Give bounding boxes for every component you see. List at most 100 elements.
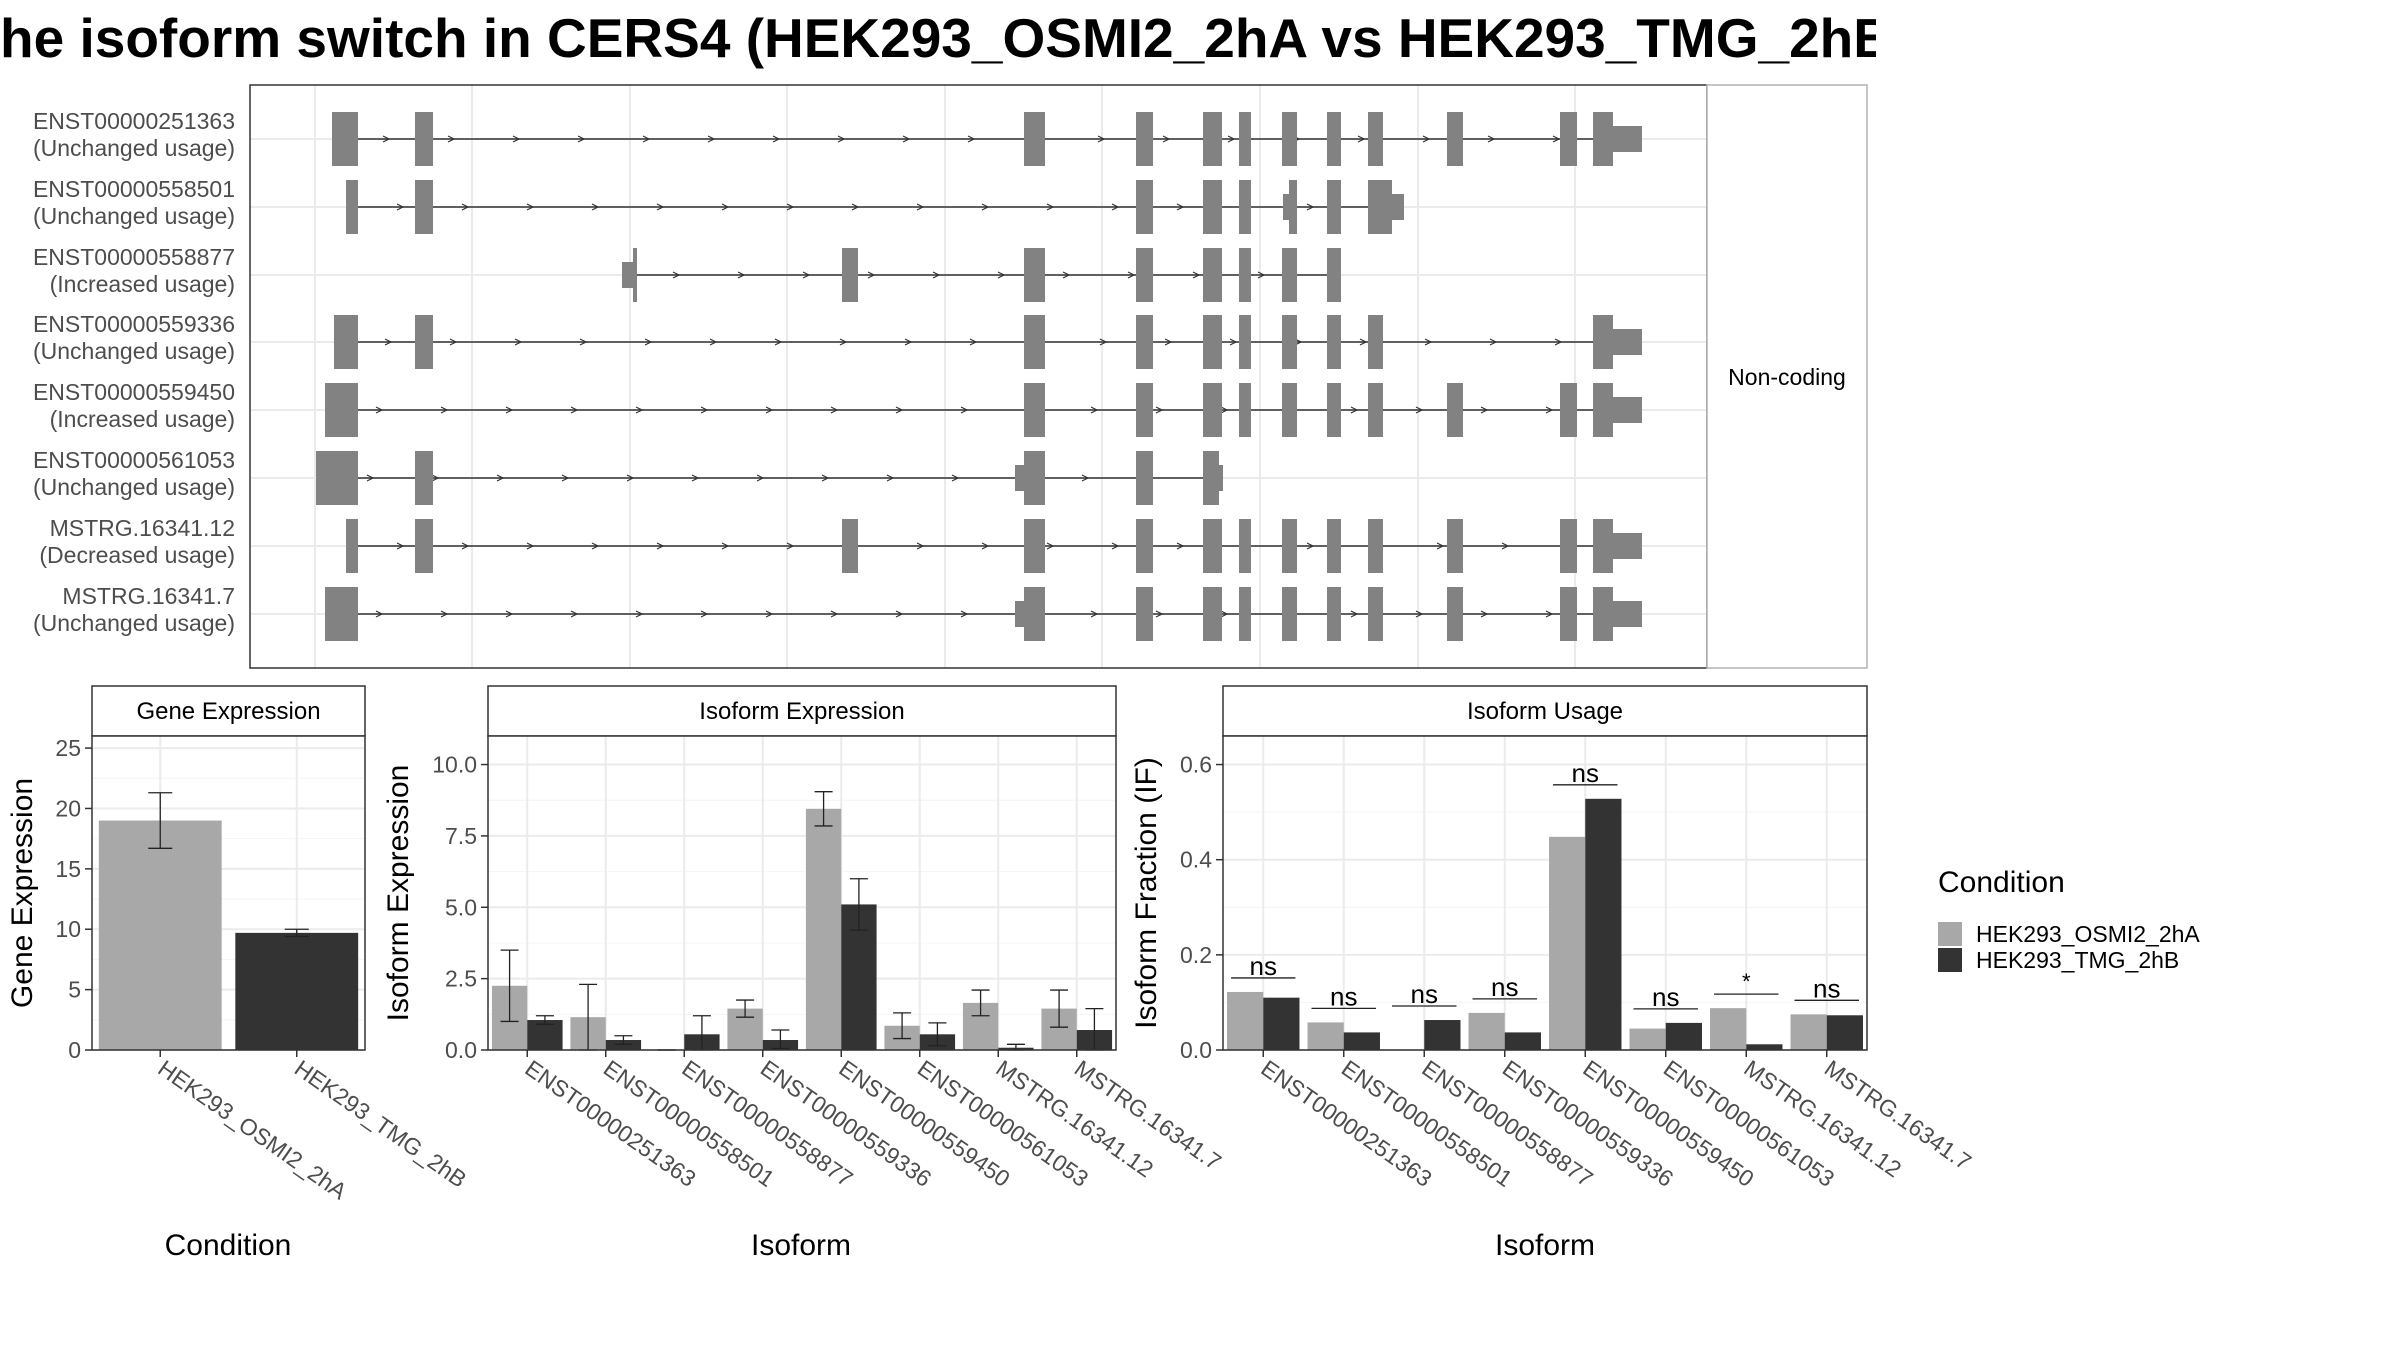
plot-area xyxy=(488,736,1116,1050)
y-tick-label: 0.4 xyxy=(1180,847,1212,873)
exon-block xyxy=(1282,519,1297,573)
intron-arrow xyxy=(765,610,774,618)
exon-block xyxy=(1327,248,1341,302)
intron-arrow xyxy=(772,135,781,143)
exon-block xyxy=(1327,587,1341,641)
chart-title: Isoform Expression xyxy=(699,698,904,725)
exon-block xyxy=(415,315,433,369)
exon-block xyxy=(1613,126,1642,152)
isoform-track-enst00000558501 xyxy=(346,180,1404,234)
intron-arrow xyxy=(1090,610,1099,618)
intron-arrow xyxy=(830,610,839,618)
intron-arrow xyxy=(447,135,456,143)
exon-block xyxy=(325,383,358,437)
significance-label: ns xyxy=(1250,951,1277,981)
exon-block xyxy=(1015,601,1024,627)
exon-block xyxy=(1136,451,1153,505)
exon-block xyxy=(1024,383,1045,437)
intron-arrow xyxy=(1306,203,1315,211)
exon-block xyxy=(842,248,858,302)
bar-charts: Gene Expression0510152025HEK293_OSMI2_2h… xyxy=(6,685,1976,1262)
intron-arrow xyxy=(1227,135,1236,143)
isoform-track-enst00000559336 xyxy=(334,315,1642,369)
intron-arrow xyxy=(396,203,405,211)
intron-arrow xyxy=(1046,203,1055,211)
intron-arrow xyxy=(1415,610,1424,618)
exon-block xyxy=(1560,383,1577,437)
exon-block xyxy=(1392,194,1404,220)
isoform-track-mstrg-16341-12 xyxy=(346,519,1642,573)
exon-block xyxy=(1560,112,1577,166)
y-tick-label: 2.5 xyxy=(445,966,477,992)
intron-arrow xyxy=(396,542,405,550)
exon-block xyxy=(1203,587,1222,641)
isoform-usage-label: (Unchanged usage) xyxy=(33,610,235,636)
isoform-label: ENST00000558877 xyxy=(33,244,235,270)
isoform-label: ENST00000561053 xyxy=(33,447,235,473)
intron-arrow xyxy=(700,610,709,618)
intron-arrow xyxy=(577,135,586,143)
intron-arrow xyxy=(1436,542,1445,550)
significance-label: ns xyxy=(1652,982,1679,1012)
intron-arrow xyxy=(700,406,709,414)
structure-plot-area xyxy=(250,85,1707,668)
exon-block xyxy=(1015,465,1024,491)
exon-block xyxy=(1593,112,1613,166)
exon-block xyxy=(1203,112,1222,166)
intron-arrow xyxy=(1111,203,1120,211)
intron-arrow xyxy=(1220,610,1229,618)
intron-arrow xyxy=(375,406,384,414)
intron-arrow xyxy=(366,474,375,482)
intron-arrow xyxy=(561,474,570,482)
legend-swatch-hek293-tmg-2hb xyxy=(1938,948,1962,972)
y-tick-label: 10 xyxy=(55,916,81,942)
isoform-label: ENST00000559336 xyxy=(33,311,235,337)
exon-block xyxy=(1368,519,1383,573)
y-tick-label: 0.0 xyxy=(1180,1037,1212,1063)
intron-arrow xyxy=(514,338,523,346)
exon-block xyxy=(415,180,433,234)
exon-block xyxy=(415,451,433,505)
y-tick-label: 20 xyxy=(55,795,81,821)
exon-block xyxy=(1327,383,1341,437)
y-tick-label: 7.5 xyxy=(445,823,477,849)
exon-block xyxy=(842,519,858,573)
exon-block xyxy=(1136,112,1153,166)
intron-arrow xyxy=(440,406,449,414)
x-axis-label: Isoform xyxy=(751,1229,851,1262)
exon-block xyxy=(1593,383,1613,437)
intron-arrow xyxy=(786,542,795,550)
intron-arrow xyxy=(505,406,514,414)
intron-arrow xyxy=(802,271,811,279)
bar-hek293-tmg-2hb-enst00000559336 xyxy=(1504,1032,1541,1050)
intron-arrow xyxy=(916,203,925,211)
exon-block xyxy=(1136,315,1153,369)
isoform-label: MSTRG.16341.7 xyxy=(62,583,235,609)
significance-label: ns xyxy=(1491,972,1518,1002)
chart-isoform-expression: Isoform Expression0.02.55.07.510.0ENST00… xyxy=(382,685,1226,1262)
intron-arrow xyxy=(1480,610,1489,618)
plot-border xyxy=(1222,735,1868,1051)
exon-block xyxy=(1282,587,1297,641)
intron-arrow xyxy=(656,542,665,550)
exon-block xyxy=(1024,315,1045,369)
exon-block xyxy=(334,315,358,369)
intron-arrow xyxy=(886,474,895,482)
exon-block xyxy=(1613,533,1642,559)
intron-arrow xyxy=(839,338,848,346)
intron-arrow xyxy=(1489,338,1498,346)
exon-block xyxy=(1368,180,1392,234)
intron-arrow xyxy=(1480,406,1489,414)
intron-arrow xyxy=(579,338,588,346)
intron-arrow xyxy=(830,406,839,414)
significance-label: ns xyxy=(1411,979,1438,1009)
isoform-usage-label: (Unchanged usage) xyxy=(33,203,235,229)
intron-arrow xyxy=(642,135,651,143)
isoform-track-mstrg-16341-7 xyxy=(325,587,1642,641)
plot-area xyxy=(1223,736,1867,1050)
intron-arrow xyxy=(721,542,730,550)
intron-arrow xyxy=(1176,203,1185,211)
exon-block xyxy=(1239,587,1251,641)
exon-block xyxy=(1136,519,1153,573)
